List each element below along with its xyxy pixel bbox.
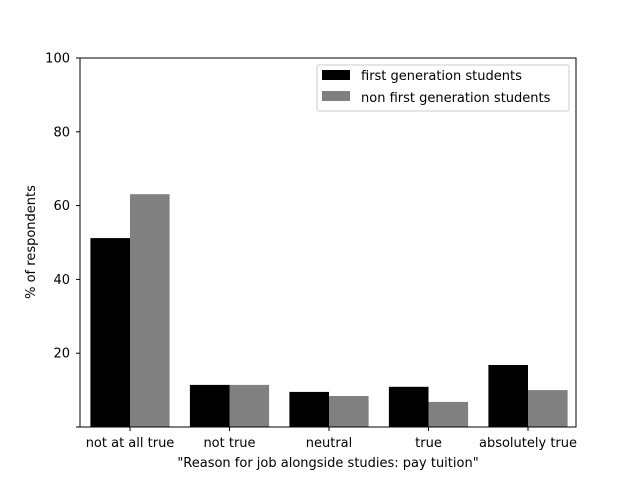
bar-series0-absolutely-true	[488, 365, 528, 427]
plot-area-frame	[79, 57, 577, 428]
x-tick-label: neutral	[306, 436, 353, 451]
x-tick-label: true	[415, 436, 442, 451]
y-tick-label: 60	[53, 199, 70, 214]
legend: first generation students non first gene…	[316, 64, 570, 112]
bars-layer	[90, 194, 568, 427]
bar-series0-true	[388, 386, 429, 427]
bar-series1-not-at-all-true	[130, 194, 170, 427]
x-axis-label: "Reason for job alongside studies: pay t…	[177, 456, 478, 471]
bar-series0-not-true	[189, 384, 230, 427]
bar-series0-not-at-all-true	[90, 238, 130, 427]
y-tick-label: 20	[53, 347, 70, 362]
legend-swatch-first-generation	[322, 70, 350, 80]
x-tick-label: not at all true	[86, 436, 175, 451]
legend-label-first-generation: first generation students	[361, 69, 522, 84]
bar-series1-neutral	[329, 396, 369, 427]
x-axis: not at all true not true neutral true absolu…	[86, 427, 577, 451]
y-axis-label: % of respondents	[24, 185, 39, 299]
legend-label-non-first-generation: non first generation students	[361, 91, 551, 106]
bar-series0-neutral	[289, 391, 329, 427]
bar-series1-absolutely-true	[528, 390, 568, 427]
legend-swatch-non-first-generation	[322, 91, 350, 101]
y-axis: 20 40 60 80 100	[45, 52, 80, 428]
bar-series1-true	[428, 401, 469, 427]
x-tick-label: not true	[203, 436, 255, 451]
y-tick-label: 80	[53, 125, 70, 140]
y-tick-label: 100	[45, 52, 70, 67]
bar-series1-not-true	[229, 384, 270, 427]
y-tick-label: 40	[53, 273, 70, 288]
legend-frame	[316, 64, 570, 112]
x-tick-label: absolutely true	[479, 436, 577, 451]
